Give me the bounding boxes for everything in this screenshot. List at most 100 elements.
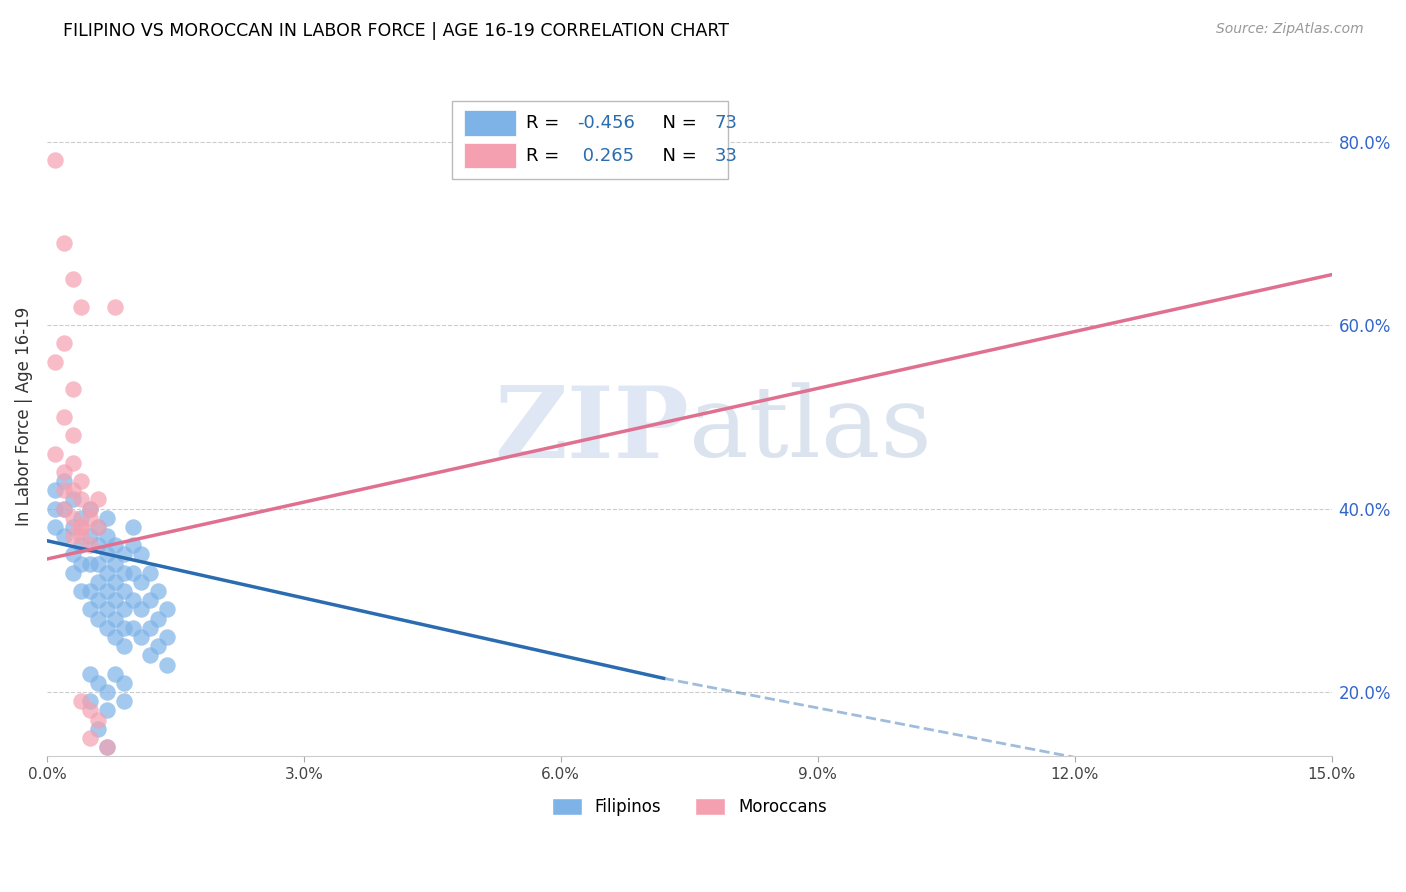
Point <box>87 557 110 571</box>
Point <box>112 694 135 708</box>
Point <box>96 566 118 580</box>
Text: 0.265: 0.265 <box>578 146 634 164</box>
Point <box>104 593 127 607</box>
Point <box>112 602 135 616</box>
Point <box>53 235 76 250</box>
Y-axis label: In Labor Force | Age 16-19: In Labor Force | Age 16-19 <box>15 307 32 526</box>
Point <box>121 593 143 607</box>
Point <box>62 382 84 396</box>
Point <box>112 621 135 635</box>
Point <box>112 548 135 562</box>
Point <box>70 492 93 507</box>
Point <box>79 703 101 717</box>
Point <box>53 336 76 351</box>
Point <box>96 621 118 635</box>
Point <box>87 538 110 552</box>
Point <box>129 602 152 616</box>
Point <box>138 593 160 607</box>
Point <box>79 501 101 516</box>
Point <box>70 520 93 534</box>
Point <box>79 501 101 516</box>
Point <box>104 630 127 644</box>
Point <box>53 483 76 498</box>
Text: Source: ZipAtlas.com: Source: ZipAtlas.com <box>1216 22 1364 37</box>
Point <box>62 566 84 580</box>
Point <box>79 666 101 681</box>
Text: N =: N = <box>651 146 702 164</box>
Legend: Filipinos, Moroccans: Filipinos, Moroccans <box>546 791 834 822</box>
Point <box>138 648 160 663</box>
Text: -0.456: -0.456 <box>578 114 636 132</box>
Point <box>62 529 84 543</box>
Point <box>121 621 143 635</box>
Point <box>104 612 127 626</box>
Point <box>96 602 118 616</box>
Point <box>87 676 110 690</box>
Point <box>96 685 118 699</box>
Bar <box>451 101 728 179</box>
Point <box>121 538 143 552</box>
Point <box>96 740 118 755</box>
Text: 33: 33 <box>714 146 738 164</box>
Point <box>112 584 135 599</box>
Point <box>156 657 179 672</box>
Point <box>53 501 76 516</box>
Point <box>70 529 93 543</box>
Point <box>87 520 110 534</box>
Point <box>87 713 110 727</box>
Point <box>104 574 127 589</box>
Point <box>79 731 101 745</box>
Text: ZIP: ZIP <box>495 382 689 479</box>
Point <box>129 548 152 562</box>
Point <box>156 630 179 644</box>
Bar <box>464 143 516 169</box>
Point <box>148 639 170 653</box>
Point <box>96 703 118 717</box>
Point <box>62 483 84 498</box>
Point <box>70 538 93 552</box>
Point <box>70 474 93 488</box>
Point <box>44 446 66 460</box>
Text: R =: R = <box>526 146 571 164</box>
Bar <box>464 110 516 136</box>
Point <box>62 456 84 470</box>
Point <box>53 465 76 479</box>
Point <box>44 153 66 167</box>
Point <box>87 574 110 589</box>
Point <box>96 510 118 524</box>
Point <box>87 520 110 534</box>
Point <box>96 584 118 599</box>
Point <box>62 548 84 562</box>
Point <box>44 355 66 369</box>
Point <box>79 529 101 543</box>
Point <box>104 557 127 571</box>
Point <box>87 593 110 607</box>
Point <box>79 602 101 616</box>
Point <box>53 501 76 516</box>
Point <box>112 676 135 690</box>
Point <box>44 501 66 516</box>
Point <box>129 630 152 644</box>
Text: N =: N = <box>651 114 702 132</box>
Point <box>79 584 101 599</box>
Point <box>62 272 84 286</box>
Point <box>129 574 152 589</box>
Point <box>70 584 93 599</box>
Text: atlas: atlas <box>689 383 932 478</box>
Point <box>87 612 110 626</box>
Point <box>112 639 135 653</box>
Point <box>79 694 101 708</box>
Point <box>104 300 127 314</box>
Point <box>79 557 101 571</box>
Point <box>62 428 84 442</box>
Point <box>96 529 118 543</box>
Point <box>87 722 110 736</box>
Point <box>70 557 93 571</box>
Point <box>156 602 179 616</box>
Point <box>53 529 76 543</box>
Point <box>104 538 127 552</box>
Point <box>79 538 101 552</box>
Point <box>121 566 143 580</box>
Point <box>70 300 93 314</box>
Point <box>62 520 84 534</box>
